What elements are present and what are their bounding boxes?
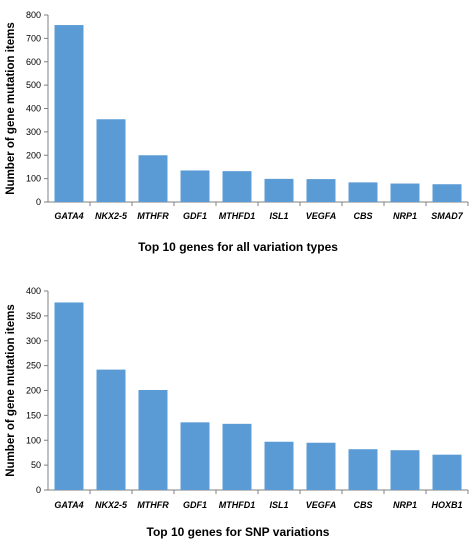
bar-mthfd1 <box>222 423 252 490</box>
bar-hoxb1 <box>432 454 462 490</box>
category-label: CBS <box>353 500 372 510</box>
category-label: GDF1 <box>183 500 207 510</box>
category-label: VEGFA <box>306 211 337 221</box>
chart-title: Top 10 genes for all variation types <box>138 240 338 254</box>
category-label: HOXB1 <box>431 500 462 510</box>
category-label: MTHFD1 <box>219 211 256 221</box>
category-label: GDF1 <box>183 211 207 221</box>
y-tick-label: 150 <box>26 410 41 420</box>
y-tick-label: 800 <box>26 10 41 20</box>
y-tick-label: 400 <box>26 104 41 114</box>
bar-vegfa <box>306 442 336 490</box>
bar-nkx2-5 <box>96 119 126 202</box>
category-label: CBS <box>353 211 372 221</box>
category-label: ISL1 <box>269 500 288 510</box>
chart-2: 0 50 100 150 200 250 300 350 400 GATA4 NKX2-5 MTHFR… <box>5 286 469 539</box>
y-tick-label: 100 <box>26 174 41 184</box>
category-label: MTHFD1 <box>219 500 256 510</box>
bar-nrp1 <box>390 450 420 490</box>
bar-nrp1 <box>390 183 420 202</box>
y-tick-label: 250 <box>26 361 41 371</box>
category-label: NRP1 <box>393 211 417 221</box>
y-tick-label: 200 <box>26 150 41 160</box>
category-label: MTHFR <box>137 500 169 510</box>
bar-mthfr <box>138 155 168 202</box>
y-tick-label: 700 <box>26 33 41 43</box>
y-tick-label: 0 <box>36 485 41 495</box>
bar-nkx2-5 <box>96 369 126 490</box>
y-tick-label: 300 <box>26 127 41 137</box>
bar-isl1 <box>264 441 294 490</box>
category-label: NRP1 <box>393 500 417 510</box>
category-label: NKX2-5 <box>95 500 128 510</box>
category-label: ISL1 <box>269 211 288 221</box>
y-tick-label: 0 <box>36 197 41 207</box>
bar-mthfr <box>138 390 168 490</box>
y-tick-label: 100 <box>26 435 41 445</box>
y-axis-label: Number of gene mutation items <box>5 22 17 195</box>
bar-cbs <box>348 182 378 202</box>
bar-mthfd1 <box>222 171 252 202</box>
chart-title: Top 10 genes for SNP variations <box>147 525 330 539</box>
bar-smad7 <box>432 184 462 202</box>
bar-isl1 <box>264 178 294 202</box>
bar-vegfa <box>306 179 336 202</box>
category-label: GATA4 <box>54 500 83 510</box>
y-tick-label: 350 <box>26 311 41 321</box>
category-label: SMAD7 <box>431 211 463 221</box>
chart-1: 0 100 200 300 400 500 600 700 800 GATA4 NKX2-5 MTHF… <box>5 10 469 254</box>
y-tick-label: 500 <box>26 80 41 90</box>
category-label: MTHFR <box>137 211 169 221</box>
category-label: GATA4 <box>54 211 83 221</box>
bar-gdf1 <box>180 170 210 202</box>
y-tick-label: 50 <box>31 460 41 470</box>
bar-gata4 <box>54 302 84 490</box>
category-label: NKX2-5 <box>95 211 128 221</box>
y-tick-label: 200 <box>26 386 41 396</box>
category-label: VEGFA <box>306 500 337 510</box>
y-tick-label: 300 <box>26 336 41 346</box>
y-axis-label: Number of gene mutation items <box>5 304 17 477</box>
bar-gata4 <box>54 25 84 202</box>
bar-gdf1 <box>180 422 210 490</box>
y-tick-label: 600 <box>26 57 41 67</box>
y-tick-label: 400 <box>26 286 41 296</box>
bar-cbs <box>348 449 378 490</box>
